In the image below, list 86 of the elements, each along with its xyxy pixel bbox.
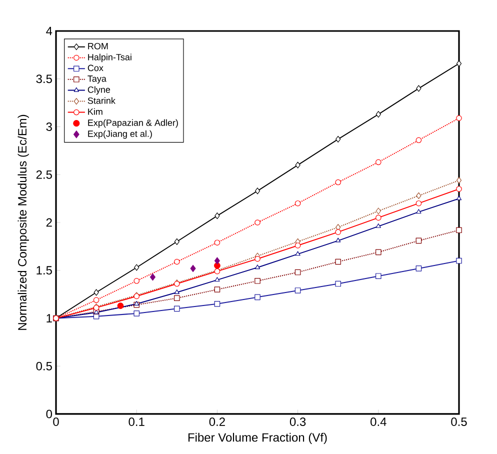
point	[416, 85, 422, 92]
point	[376, 223, 381, 228]
point	[376, 214, 382, 221]
point	[456, 177, 462, 184]
point	[335, 280, 341, 287]
point	[416, 266, 422, 272]
x-tick-label: 0.4	[370, 418, 386, 426]
point	[254, 264, 260, 270]
point	[416, 137, 422, 144]
legend-label: Clyne	[88, 86, 110, 95]
point	[174, 238, 180, 245]
legend-label: Exp(Jiang et al.)	[88, 130, 152, 139]
legend-label: Taya	[88, 76, 106, 84]
point	[117, 302, 124, 309]
point	[134, 264, 140, 271]
y-axis-title: Normalized Composite Modulus (Ec/Em)	[18, 114, 29, 330]
point	[254, 294, 260, 300]
y-tick-label: 2	[46, 218, 52, 227]
point	[416, 200, 422, 206]
point	[214, 277, 220, 282]
point	[456, 60, 462, 67]
point	[254, 278, 260, 284]
point	[214, 300, 220, 307]
x-tick-label: 0.3	[290, 418, 306, 426]
y-tick-label: 2.5	[36, 170, 52, 179]
point	[254, 188, 260, 194]
point	[336, 238, 341, 242]
point	[254, 256, 260, 262]
point	[174, 295, 180, 302]
point	[295, 162, 300, 168]
point	[214, 286, 220, 292]
y-tick-label: 4	[46, 26, 52, 36]
point	[456, 186, 462, 192]
legend-label: Starink	[88, 97, 116, 104]
y-tick-label: 1	[46, 314, 52, 322]
legend-label: Cox	[88, 64, 104, 72]
point	[174, 306, 180, 312]
point	[336, 136, 341, 142]
point	[294, 269, 301, 276]
x-axis-title: Fiber Volume Fraction (Vf)	[188, 432, 327, 444]
point	[335, 179, 341, 186]
point	[456, 196, 462, 200]
point	[335, 229, 341, 235]
point	[174, 258, 180, 265]
point	[174, 289, 180, 294]
point	[150, 273, 156, 281]
point	[294, 288, 301, 294]
y-tick-label: 3.5	[36, 74, 52, 84]
legend-label: ROM	[88, 42, 108, 50]
x-tick-label: 0	[53, 418, 59, 426]
point	[416, 192, 422, 199]
legend-label: Exp(Papazian & Adler)	[88, 119, 178, 128]
point	[456, 115, 462, 122]
x-tick-label: 0.5	[451, 418, 467, 426]
point	[134, 300, 140, 306]
point	[93, 297, 100, 303]
point	[134, 278, 140, 284]
point	[376, 208, 381, 214]
point	[214, 212, 220, 220]
y-tick-label: 0.5	[36, 362, 52, 370]
point	[94, 289, 99, 296]
point	[294, 200, 301, 206]
x-tick-label: 0.1	[128, 418, 144, 426]
y-tick-label: 1.5	[36, 266, 52, 275]
point	[456, 227, 462, 234]
x-tick-label: 0.2	[209, 418, 225, 426]
legend-label: Kim	[88, 108, 102, 115]
point	[456, 258, 462, 264]
point	[134, 310, 140, 316]
point	[416, 238, 422, 244]
point	[376, 249, 382, 256]
legend-label: Halpin-Tsai	[88, 54, 132, 62]
point	[214, 257, 220, 264]
point	[376, 273, 382, 280]
point	[294, 242, 301, 248]
point	[190, 264, 196, 272]
point	[336, 224, 341, 231]
point	[376, 159, 382, 166]
point	[214, 240, 220, 246]
y-tick-label: 0	[46, 410, 52, 418]
point	[295, 251, 300, 256]
point	[416, 209, 422, 214]
point	[335, 258, 341, 265]
point	[376, 110, 381, 118]
y-tick-label: 3	[46, 122, 52, 131]
point	[254, 220, 260, 226]
